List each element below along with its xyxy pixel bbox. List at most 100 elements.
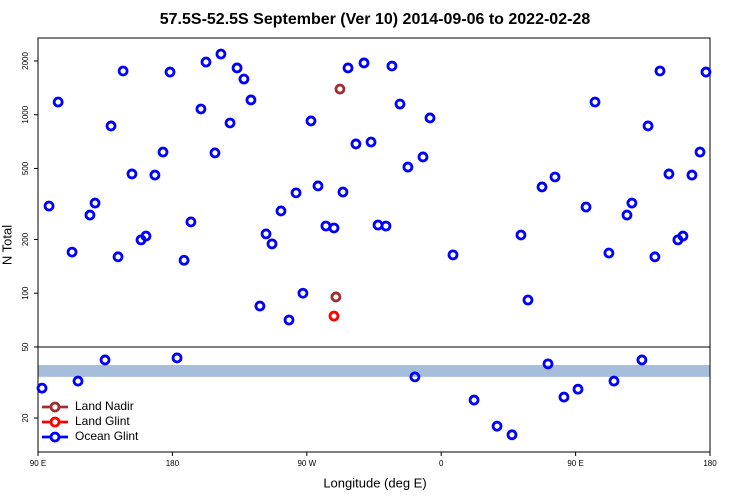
point [328,222,340,234]
x-axis-label: Longitude (deg E) [323,475,426,490]
x-tick-label: 90 W [297,459,316,468]
point [649,251,661,263]
point [334,83,346,95]
point [337,186,349,198]
point [245,94,257,106]
point [394,98,406,110]
y-tick-label: 2000 [21,52,30,70]
point [515,229,527,241]
point [254,300,266,312]
point [358,57,370,69]
y-tick-label: 20 [21,413,30,422]
point [149,169,161,181]
x-tick-label: 90 E [30,459,46,468]
point [686,169,698,181]
point [112,251,124,263]
legend-label: Ocean Glint [75,429,139,443]
point [105,120,117,132]
point [700,66,712,78]
point [36,382,48,394]
point [66,246,78,258]
point [417,151,429,163]
point [342,62,354,74]
point [549,171,561,183]
point [157,146,169,158]
point [330,291,342,303]
point [283,314,295,326]
point [603,247,615,259]
legend-label: Land Glint [75,414,130,428]
point [328,310,340,322]
legend-marker [49,401,61,413]
point [231,62,243,74]
point [694,146,706,158]
point [52,96,64,108]
point [200,56,212,68]
x-tick-label: 0 [439,459,444,468]
point [424,112,436,124]
x-tick-label: 180 [166,459,180,468]
x-tick-label: 90 E [567,459,583,468]
point [365,136,377,148]
point [84,209,96,221]
y-tick-label: 500 [21,161,30,175]
plot-frame [37,37,711,453]
point [350,138,362,150]
point [185,216,197,228]
point [654,65,666,77]
legend-marker [49,431,61,443]
point [117,65,129,77]
point [89,197,101,209]
point [636,354,648,366]
point [171,352,183,364]
point [558,391,570,403]
point [506,429,518,441]
point [224,117,236,129]
point [72,375,84,387]
point [312,180,324,192]
point [402,161,414,173]
point [297,287,309,299]
point [663,168,675,180]
point [580,201,592,213]
point [409,371,421,383]
point [608,375,620,387]
point [491,420,503,432]
point [260,228,272,240]
point [126,168,138,180]
point [99,354,111,366]
point [140,230,152,242]
point [380,220,392,232]
point [238,73,250,85]
legend-marker [49,416,61,428]
point [178,254,190,266]
point [275,205,287,217]
point [642,120,654,132]
x-tick-label: 180 [703,459,717,468]
point [522,294,534,306]
point [215,48,227,60]
point [305,115,317,127]
point [589,96,601,108]
point [626,197,638,209]
point [209,147,221,159]
point [290,187,302,199]
point [43,200,55,212]
point [572,383,584,395]
y-tick-label: 100 [21,286,30,300]
point [542,358,554,370]
chart-title: 57.5S-52.5S September (Ver 10) 2014-09-0… [160,11,591,28]
point [468,394,480,406]
point [266,238,278,250]
point [386,60,398,72]
y-axis-label: N Total [0,225,14,265]
band [38,365,710,377]
point [621,209,633,221]
y-tick-label: 200 [21,232,30,246]
point [447,249,459,261]
point [677,230,689,242]
y-tick-label: 1000 [21,105,30,123]
